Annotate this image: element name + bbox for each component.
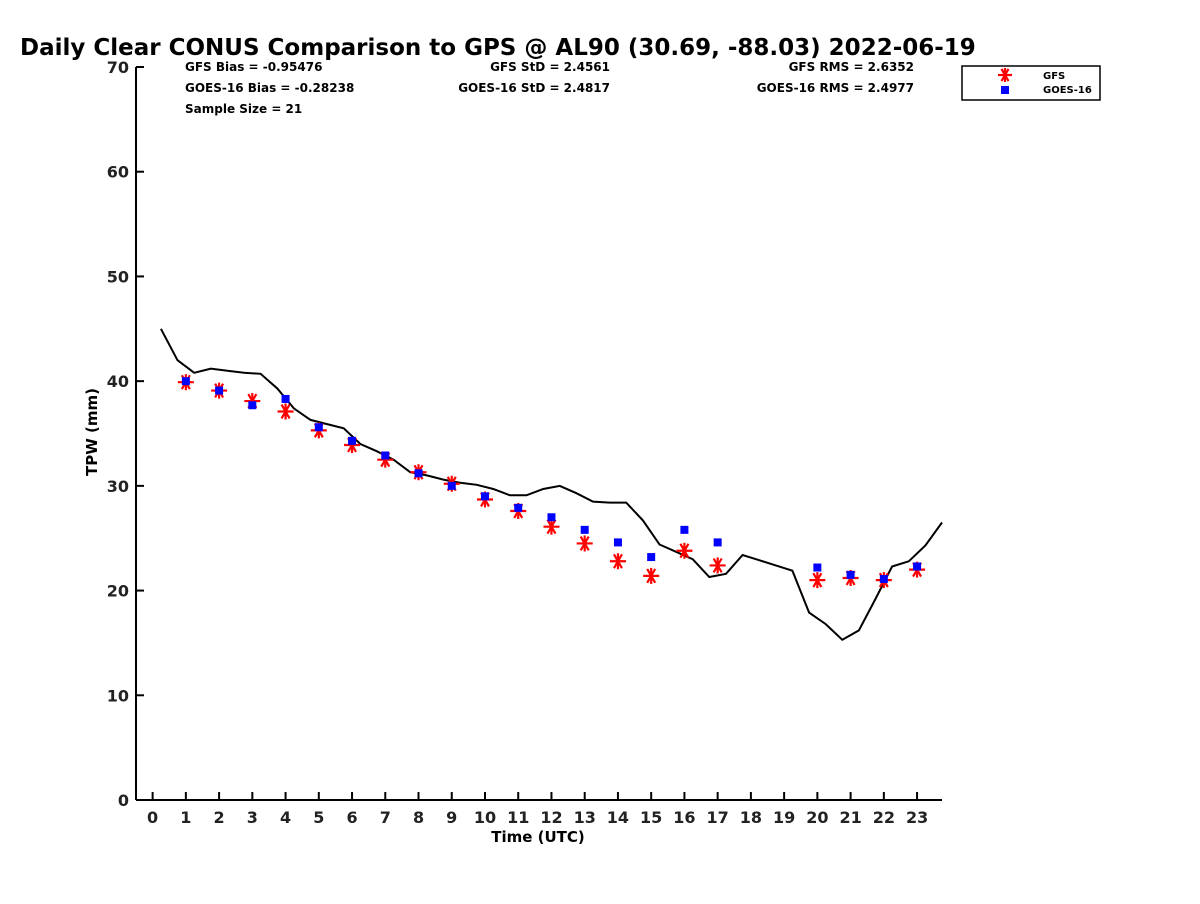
legend-box [961, 65, 1101, 101]
stat-text: Sample Size = 21 [185, 102, 302, 116]
stat-text: GOES-16 Bias = -0.28238 [185, 81, 354, 95]
y-tick-label: 70 [107, 58, 129, 77]
x-tick-label: 4 [280, 808, 291, 827]
goes-16-point [680, 525, 689, 534]
goes-16-point [281, 394, 290, 403]
goes-16-point [580, 525, 589, 534]
goes-16-point [879, 575, 888, 584]
gfs-point [543, 518, 560, 535]
goes-16-point [713, 538, 722, 547]
gfs-point [809, 572, 826, 589]
gfs-point [643, 567, 660, 584]
goes-16-point [514, 503, 523, 512]
legend-gfs-marker [998, 68, 1012, 82]
x-tick-label: 6 [346, 808, 357, 827]
y-tick-label: 20 [107, 582, 129, 601]
goes-16-point [613, 538, 622, 547]
stat-text: GFS Bias = -0.95476 [185, 60, 322, 74]
x-tick-label: 22 [873, 808, 895, 827]
x-tick-label: 12 [540, 808, 562, 827]
x-tick-label: 16 [673, 808, 695, 827]
gfs-point [709, 557, 726, 574]
goes-16-point [215, 386, 224, 395]
x-axis-label: Time (UTC) [491, 828, 585, 846]
x-tick-label: 14 [607, 808, 629, 827]
goes-16-point [480, 492, 489, 501]
x-tick-label: 10 [474, 808, 496, 827]
goes-16-point [314, 423, 323, 432]
legend-goes-16-marker [1001, 86, 1009, 94]
goes-16-point [846, 570, 855, 579]
gps-line [160, 328, 943, 642]
stat-text: GFS StD = 2.4561 [490, 60, 610, 74]
x-tick-label: 17 [707, 808, 729, 827]
x-tick-label: 1 [180, 808, 191, 827]
stat-text: GOES-16 RMS = 2.4977 [757, 81, 914, 95]
y-tick-label: 50 [107, 267, 129, 286]
gfs-point [609, 553, 626, 570]
y-tick-label: 30 [107, 477, 129, 496]
goes-16-point [381, 451, 390, 460]
stats-annotations: GFS Bias = -0.95476 GFS StD = 2.4561 GFS R… [185, 60, 914, 116]
stat-text: GFS RMS = 2.6352 [789, 60, 914, 74]
x-tick-label: 15 [640, 808, 662, 827]
goes-16-point [813, 563, 822, 572]
goes-16-point [248, 401, 257, 410]
legend-gfs-label: GFS [1043, 71, 1065, 82]
y-tick-label: 10 [107, 686, 129, 705]
goes-16-point [647, 553, 656, 562]
goes-16-point [447, 481, 456, 490]
x-tick-label: 5 [313, 808, 324, 827]
legend-goes-16-label: GOES-16 [1043, 85, 1092, 96]
gps-series [160, 328, 943, 642]
x-tick-label: 0 [147, 808, 158, 827]
y-tick-label: 0 [118, 791, 129, 810]
gfs-point [576, 535, 593, 552]
x-tick-label: 9 [446, 808, 457, 827]
y-tick-label: 60 [107, 163, 129, 182]
y-tick-label: 40 [107, 372, 129, 391]
goes-16-point [348, 436, 357, 445]
goes-16-point [913, 562, 922, 571]
x-tick-label: 21 [839, 808, 861, 827]
gfs-point [676, 542, 693, 559]
x-tick-label: 7 [380, 808, 391, 827]
chart-title: Daily Clear CONUS Comparison to GPS @ AL… [20, 35, 976, 61]
x-tick-label: 11 [507, 808, 529, 827]
goes-16-point [414, 469, 423, 478]
x-tick-label: 8 [413, 808, 424, 827]
goes-16-point [181, 377, 190, 386]
x-tick-label: 13 [574, 808, 596, 827]
legend: GFS GOES-16 [961, 65, 1101, 101]
x-tick-label: 23 [906, 808, 928, 827]
x-tick-label: 18 [740, 808, 762, 827]
goes-16-point [547, 513, 556, 522]
x-tick-label: 20 [806, 808, 828, 827]
x-tick-label: 3 [247, 808, 258, 827]
x-tick-label: 2 [214, 808, 225, 827]
goes-16-series [181, 377, 922, 584]
gfs-point [277, 403, 294, 420]
stat-text: GOES-16 StD = 2.4817 [458, 81, 610, 95]
x-tick-label: 19 [773, 808, 795, 827]
y-axis-label: TPW (mm) [83, 388, 101, 476]
